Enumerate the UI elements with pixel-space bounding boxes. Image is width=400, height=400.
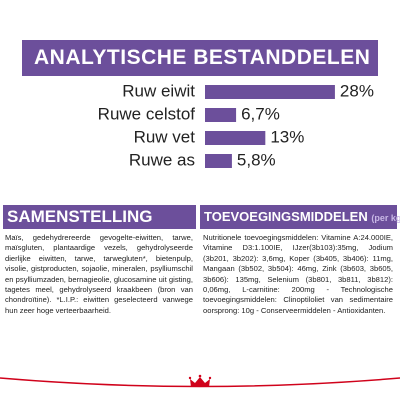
header-title: ANALYTISCHE BESTANDDELEN xyxy=(22,40,378,76)
bar xyxy=(205,85,335,99)
category-label: Ruwe celstof xyxy=(98,104,196,123)
bar xyxy=(205,154,232,168)
value-label: 6,7% xyxy=(241,104,280,123)
value-label: 28% xyxy=(340,81,374,100)
value-label: 13% xyxy=(270,127,304,146)
bar xyxy=(205,131,266,145)
additives-text: Nutritionele toevoegingsmiddelen: Vitami… xyxy=(203,233,393,315)
additives-header: TOEVOEGINGSMIDDELEN (per kg) xyxy=(200,205,400,229)
category-label: Ruw eiwit xyxy=(122,81,195,100)
bar xyxy=(205,108,237,122)
category-label: Ruw vet xyxy=(134,127,196,146)
composition-text: Maïs, gedehydrereerde gevogelte-eiwitten… xyxy=(5,233,193,315)
category-label: Ruwe as xyxy=(129,150,195,169)
composition-title: SAMENSTELLING xyxy=(3,205,196,229)
additives-title: TOEVOEGINGSMIDDELEN xyxy=(204,209,368,224)
value-label: 5,8% xyxy=(237,150,276,169)
additives-unit: (per kg) xyxy=(371,213,400,223)
